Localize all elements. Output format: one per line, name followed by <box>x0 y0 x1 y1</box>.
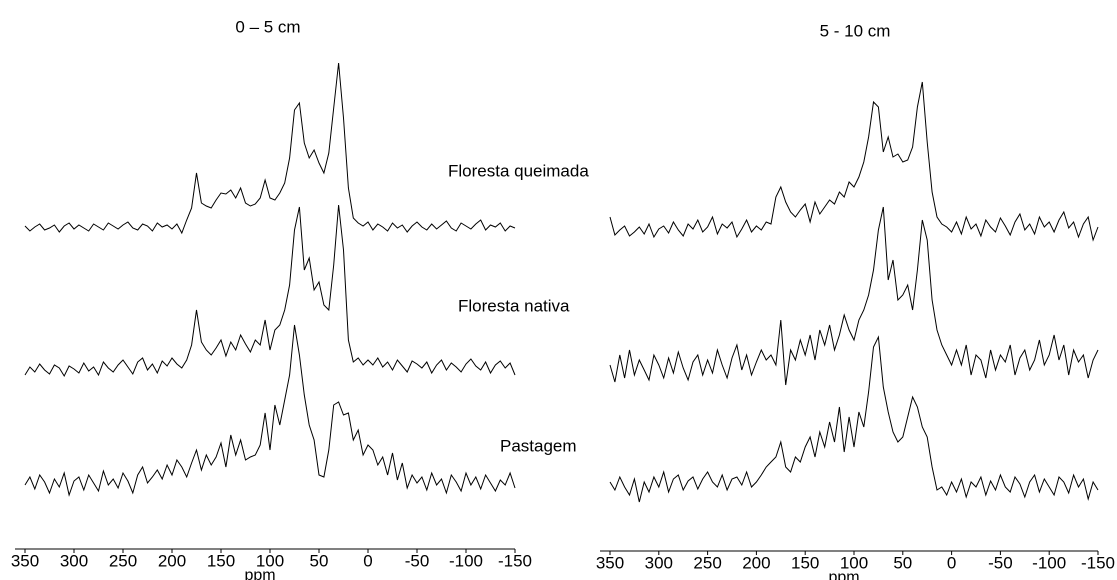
spectrum <box>24 204 516 378</box>
panel-title: 0 – 5 cm <box>235 17 300 36</box>
x-tick-label: 350 <box>11 551 39 570</box>
x-tick-label: 350 <box>596 553 624 572</box>
x-tick-label: 100 <box>256 551 284 570</box>
spectrum <box>609 335 1099 503</box>
x-tick-label: 0 <box>947 553 956 572</box>
spectrum <box>24 324 516 497</box>
panel-title: 5 - 10 cm <box>820 21 891 40</box>
x-tick-label: 200 <box>742 553 770 572</box>
spectrum <box>609 81 1099 242</box>
x-tick-label: -50 <box>405 551 430 570</box>
series-label: Floresta nativa <box>458 296 570 315</box>
x-tick-label: 200 <box>158 551 186 570</box>
x-tick-label: 150 <box>207 551 235 570</box>
x-tick-label: 250 <box>693 553 721 572</box>
series-label: Floresta queimada <box>448 161 589 180</box>
x-tick-label: -150 <box>498 551 532 570</box>
x-tick-label: -50 <box>988 553 1013 572</box>
x-axis-label: ppm <box>244 567 275 580</box>
series-label: Pastagem <box>500 436 577 455</box>
x-tick-label: 300 <box>60 551 88 570</box>
x-tick-label: 300 <box>645 553 673 572</box>
x-tick-label: 100 <box>840 553 868 572</box>
x-tick-label: 0 <box>363 551 372 570</box>
x-tick-label: -100 <box>449 551 483 570</box>
x-tick-label: 150 <box>791 553 819 572</box>
x-tick-label: 50 <box>893 553 912 572</box>
x-axis-label: ppm <box>828 569 859 580</box>
x-tick-label: 50 <box>310 551 329 570</box>
spectrum <box>24 62 516 235</box>
x-tick-label: -100 <box>1032 553 1066 572</box>
x-tick-label: 250 <box>109 551 137 570</box>
spectrum <box>609 206 1099 386</box>
x-tick-label: -150 <box>1081 553 1115 572</box>
